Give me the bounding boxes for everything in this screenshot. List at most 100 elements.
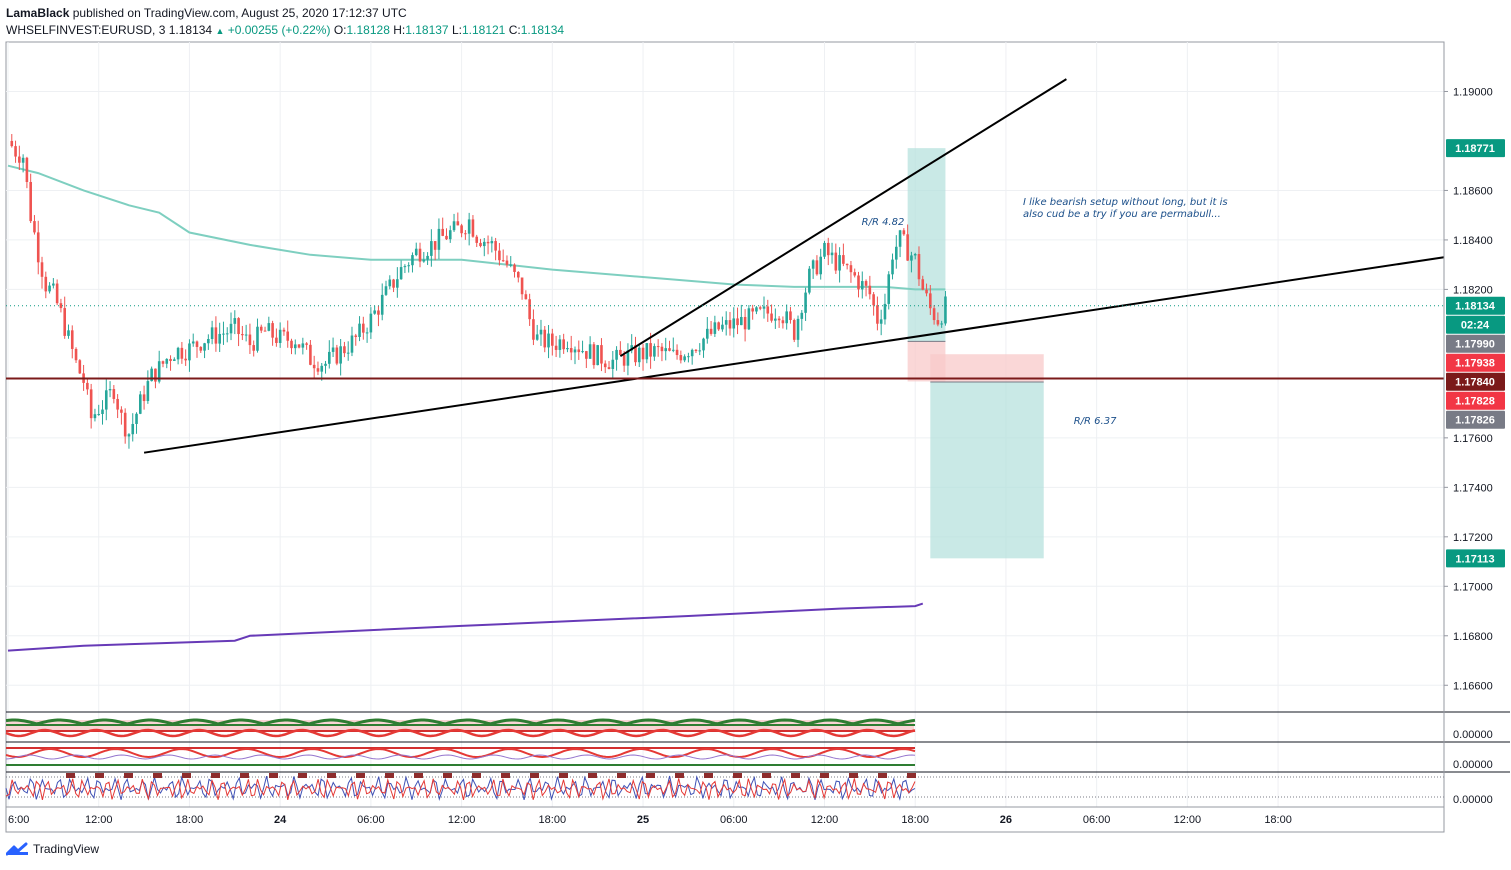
candle-body[interactable] [792, 320, 796, 340]
price-label-badge[interactable] [1446, 315, 1505, 334]
candle-body[interactable] [430, 241, 433, 256]
candle-body[interactable] [358, 323, 361, 337]
candle-body[interactable] [532, 319, 535, 340]
drawings[interactable] [6, 78, 1445, 454]
candle-body[interactable] [324, 363, 327, 366]
candle-body[interactable] [293, 344, 297, 349]
candle-body[interactable] [399, 267, 403, 280]
candle-body[interactable] [630, 345, 633, 351]
price-label-badge[interactable] [1446, 372, 1505, 391]
indicator-panes[interactable] [5, 711, 1510, 802]
candle-body[interactable] [316, 368, 320, 372]
candle-body[interactable] [721, 324, 724, 330]
candle-body[interactable] [199, 346, 203, 351]
candle-body[interactable] [233, 318, 237, 324]
candle-body[interactable] [524, 294, 528, 300]
candle-body[interactable] [698, 350, 702, 352]
candle-body[interactable] [36, 232, 40, 263]
candle-body[interactable] [645, 343, 649, 360]
candle-body[interactable] [157, 361, 161, 382]
candle-body[interactable] [517, 271, 520, 278]
candle-body[interactable] [365, 332, 369, 334]
candle-body[interactable] [717, 322, 720, 330]
candle-body[interactable] [641, 347, 645, 360]
candle-body[interactable] [860, 281, 864, 290]
candle-body[interactable] [456, 221, 460, 226]
candle-body[interactable] [475, 236, 479, 243]
candles[interactable] [10, 134, 947, 449]
candle-body[interactable] [241, 334, 244, 336]
trendline[interactable] [619, 78, 1067, 358]
tradingview-logo-icon[interactable] [6, 842, 28, 856]
candle-body[interactable] [551, 333, 554, 346]
candle-body[interactable] [346, 352, 350, 354]
candle-body[interactable] [687, 356, 690, 358]
candle-body[interactable] [588, 344, 592, 359]
candle-body[interactable] [267, 323, 271, 331]
candle-body[interactable] [830, 252, 834, 256]
candle-body[interactable] [626, 350, 630, 366]
candle-body[interactable] [392, 279, 395, 288]
candle-body[interactable] [709, 328, 713, 334]
candle-body[interactable] [800, 312, 804, 319]
candle-body[interactable] [203, 343, 206, 351]
candle-body[interactable] [180, 347, 184, 359]
candle-body[interactable] [664, 348, 668, 352]
candle-body[interactable] [188, 343, 191, 361]
candle-body[interactable] [422, 259, 426, 262]
candle-body[interactable] [569, 348, 573, 353]
candle-body[interactable] [161, 361, 165, 364]
candle-body[interactable] [811, 260, 815, 269]
candle-body[interactable] [305, 343, 308, 345]
candle-body[interactable] [838, 255, 841, 271]
candle-body[interactable] [774, 318, 777, 321]
candle-body[interactable] [59, 303, 63, 309]
candle-body[interactable] [732, 318, 736, 329]
candle-body[interactable] [339, 346, 342, 364]
candle-body[interactable] [845, 263, 849, 266]
candle-body[interactable] [33, 221, 36, 233]
loss-zone[interactable] [930, 354, 1044, 382]
candle-body[interactable] [819, 256, 822, 275]
candle-body[interactable] [694, 349, 698, 352]
candle-body[interactable] [123, 412, 127, 437]
candle-body[interactable] [70, 330, 74, 349]
candle-body[interactable] [173, 359, 176, 361]
candle-body[interactable] [940, 323, 943, 325]
candle-body[interactable] [486, 241, 490, 244]
candle-body[interactable] [637, 347, 641, 363]
candle-body[interactable] [97, 414, 101, 416]
candle-body[interactable] [611, 359, 615, 369]
candle-body[interactable] [467, 219, 471, 234]
candle-body[interactable] [864, 281, 868, 286]
candle-body[interactable] [312, 364, 316, 369]
candle-body[interactable] [634, 345, 637, 363]
candle-body[interactable] [460, 225, 463, 234]
candle-body[interactable] [498, 250, 501, 261]
candle-body[interactable] [101, 409, 104, 415]
candle-body[interactable] [777, 318, 781, 321]
candle-body[interactable] [218, 333, 221, 344]
candle-body[interactable] [743, 316, 747, 330]
candle-body[interactable] [448, 230, 452, 240]
candle-body[interactable] [146, 381, 150, 402]
candle-body[interactable] [252, 345, 255, 351]
candle-body[interactable] [377, 310, 380, 315]
candle-body[interactable] [520, 277, 524, 295]
price-label-badge[interactable] [1446, 334, 1505, 353]
candle-body[interactable] [539, 329, 543, 335]
candle-body[interactable] [562, 339, 565, 350]
candle-body[interactable] [222, 333, 225, 335]
candle-body[interactable] [44, 276, 48, 292]
candle-body[interactable] [25, 157, 29, 182]
candle-body[interactable] [248, 334, 252, 346]
candle-body[interactable] [857, 275, 860, 290]
candle-body[interactable] [150, 368, 153, 382]
candle-body[interactable] [482, 241, 486, 247]
candle-body[interactable] [441, 228, 444, 236]
candle-body[interactable] [842, 255, 845, 264]
candle-body[interactable] [796, 318, 800, 340]
candle-body[interactable] [18, 156, 21, 163]
candle-body[interactable] [154, 368, 157, 382]
candle-body[interactable] [74, 348, 78, 361]
